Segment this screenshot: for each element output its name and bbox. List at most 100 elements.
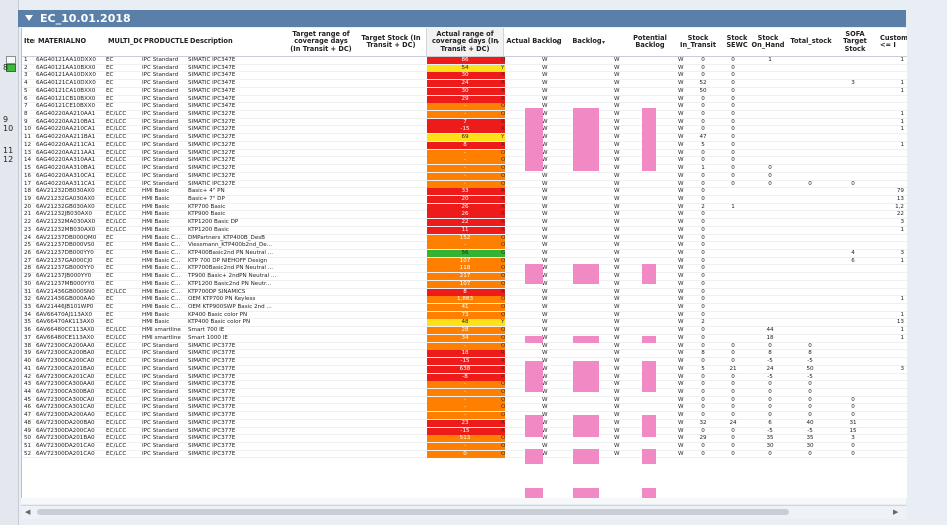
- column-header-multi[interactable]: MULTI_DC_SUPPLIER: [108, 37, 142, 46]
- table-row[interactable]: 4 6AG40121CA10DXX0 EC IPC Standard SIMATIC I…: [22, 80, 907, 88]
- grid-header: ItemMATERIALNO MULTI_DC_SUPPLIERPRODUCTLE…: [22, 28, 907, 57]
- cell-pot: W: [678, 188, 684, 195]
- cell-pl: HMI Basic C...: [142, 265, 181, 272]
- column-header-stock-in-transit[interactable]: Stock In_Transit: [680, 33, 716, 49]
- backlog-highlight: [525, 449, 543, 464]
- table-row[interactable]: 1 6AG40121AA10DXX0 EC IPC Standard SIMATIC I…: [22, 57, 907, 65]
- table-row[interactable]: 32 6AV21436GB000AA0 EC HMI Basic C... OEM KT…: [22, 296, 907, 305]
- table-row[interactable]: 3 6AG40121AA10DXX0 EC IPC Standard SIMATIC I…: [22, 72, 907, 81]
- table-row[interactable]: 36 6AV66480CC113AX0 EC/LCC HMI smartline Sma…: [22, 327, 907, 335]
- column-header-material[interactable]: MATERIALNO: [38, 37, 87, 46]
- table-row[interactable]: 2 6AG40121AA10BXX0 EC IPC Standard SIMATIC I…: [22, 64, 907, 73]
- table-row[interactable]: 35 6AV66470AK113AX0 EC HMI Basic KTP400 Basi…: [22, 319, 907, 328]
- row-marker[interactable]: [6, 56, 16, 64]
- column-header-description[interactable]: Description: [190, 37, 233, 46]
- sort-arrow-icon[interactable]: ▾: [556, 39, 560, 46]
- cell-n: 25: [24, 242, 32, 249]
- table-row[interactable]: 15 6AG40220AA310BA1 EC/LCC IPC Standard SIMA…: [22, 165, 907, 173]
- table-row[interactable]: 11 6AG40220AA211BA1 EC/LCC IPC Standard SIMA…: [22, 134, 907, 142]
- table-row[interactable]: 40 6AV72300CA200CA0 EC/LCC IPC Standard SIMA…: [22, 358, 907, 366]
- column-header-potential-backlog[interactable]: Potential Backlog: [633, 33, 667, 49]
- column-header-productlevel[interactable]: PRODUCTLEVEL4: [144, 37, 188, 46]
- table-row[interactable]: 49 6AV72300DA200CA0 EC/LCC IPC Standard SIMA…: [22, 427, 907, 436]
- table-row[interactable]: 28 6AV21237GB000YY0 EC HMI Basic C... KTP700…: [22, 265, 907, 274]
- column-header-target-range[interactable]: Target range of coverage days (In Transi…: [290, 29, 352, 53]
- table-row[interactable]: 23 6AV21232MB030AX0 EC/LCC HMI Basic KTP1200…: [22, 226, 907, 235]
- cell-pbl: W: [542, 242, 548, 249]
- totals-row: [21, 498, 906, 504]
- table-row[interactable]: 34 6AV66470AJ113AX0 EC HMI Basic KP400 Basic…: [22, 311, 907, 320]
- cell-desc: SIMATIC IPC377E: [188, 350, 236, 357]
- table-row[interactable]: 25 6AV21237DB000VS0 EC HMI Basic C... Viessm…: [22, 242, 907, 250]
- table-row[interactable]: 14 6AG40220AA310AA1 EC/LCC IPC Standard SIMA…: [22, 157, 907, 166]
- table-row[interactable]: 5 6AG40121CA10BXX0 EC IPC Standard SIMATIC I…: [22, 87, 907, 96]
- coverage-flag: O: [501, 412, 506, 419]
- table-row[interactable]: 47 6AV72300DA200AA0 EC/LCC IPC Standard SIMA…: [22, 412, 907, 420]
- table-row[interactable]: 21 6AV21232JB030AX0 EC/LCC HMI Basic KTP900 …: [22, 211, 907, 220]
- column-header-customer[interactable]: Custome <= I: [880, 33, 907, 49]
- table-row[interactable]: 24 6AV21237DB000QM0 EC HMI Basic C... DMPart…: [22, 234, 907, 243]
- cell-pot: W: [678, 404, 684, 411]
- scroll-right-arrow-icon[interactable]: ▶: [893, 508, 899, 516]
- table-row[interactable]: 45 6AV72300CA300CA0 EC/LCC IPC Standard SIMA…: [22, 396, 907, 405]
- coverage-status-cell: -O: [427, 443, 505, 450]
- coverage-days-value: 107: [459, 280, 471, 287]
- table-row[interactable]: 6 6AG40121CB10BXX0 EC IPC Standard SIMATIC I…: [22, 95, 907, 104]
- column-header-actual-range[interactable]: Actual range of coverage days (In Transi…: [426, 28, 504, 56]
- table-row[interactable]: 52 6AV72300DA201CA0 EC/LCC IPC Standard SIMA…: [22, 450, 907, 459]
- table-row[interactable]: 12 6AG40220AA211CA1 EC/LCC IPC Standard SIMA…: [22, 141, 907, 150]
- table-row[interactable]: 30 6AV21237MB000YY0 EC HMI Basic C... KTP120…: [22, 280, 907, 289]
- table-row[interactable]: 37 6AV66480CE113AX0 EC/LCC HMI smartline Sma…: [22, 334, 907, 343]
- column-header-stock-on-hand[interactable]: Stock On_Hand: [751, 33, 785, 49]
- table-row[interactable]: 9 6AG40220AA210BA1 EC/LCC IPC Standard SIMAT…: [22, 118, 907, 127]
- table-row[interactable]: 33 6AV21446JB101WP0 EC HMI Basic C... OEM KT…: [22, 304, 907, 312]
- table-row[interactable]: 10 6AG40220AA210CA1 EC/LCC IPC Standard SIMA…: [22, 126, 907, 135]
- table-row[interactable]: 13 6AG40220AA211AA1 EC/LCC IPC Standard SIMA…: [22, 149, 907, 158]
- table-row[interactable]: 7 6AG40121CE10BXX0 EC IPC Standard SIMATIC I…: [22, 103, 907, 112]
- cell-mat: 6AV72300CA201CA0: [36, 373, 95, 380]
- table-row[interactable]: 46 6AV72300CA301CA0 EC/LCC IPC Standard SIMA…: [22, 404, 907, 413]
- table-row[interactable]: 27 6AV21237GA000CJ0 EC HMI Basic C... KTP 70…: [22, 257, 907, 266]
- table-row[interactable]: 50 6AV72300DA201BA0 EC/LCC IPC Standard SIMA…: [22, 435, 907, 443]
- sheet-titlebar[interactable]: EC_10.01.2018: [18, 10, 906, 27]
- column-header-total-stock[interactable]: Total_stock: [790, 37, 832, 46]
- table-row[interactable]: 42 6AV72300CA201CA0 EC/LCC IPC Standard SIMA…: [22, 373, 907, 382]
- cell-pl: HMI Basic C...: [142, 296, 181, 303]
- table-row[interactable]: 51 6AV72300DA201CA0 EC/LCC IPC Standard SIMA…: [22, 443, 907, 451]
- cell-pl: IPC Standard: [142, 419, 179, 426]
- table-row[interactable]: 44 6AV72300CA300BA0 EC/LCC IPC Standard SIMA…: [22, 388, 907, 397]
- table-row[interactable]: 31 6AV21436GB000SN0 EC/LCC HMI Basic C... KT…: [22, 288, 907, 297]
- table-row[interactable]: 18 6AV21232DB030AX0 EC/LCC HMI Basic Basic+ …: [22, 188, 907, 196]
- column-header-sofa-target[interactable]: SOFA Target Stock: [843, 29, 867, 53]
- column-header-item[interactable]: Item: [24, 37, 35, 46]
- column-header-target-stock[interactable]: Target Stock (In Transit + DC): [361, 33, 421, 49]
- sort-arrow-icon[interactable]: ▾: [496, 39, 500, 46]
- table-row[interactable]: 26 6AV21237DB000YY0 EC HMI Basic C... KTP400…: [22, 250, 907, 258]
- table-row[interactable]: 39 6AV72300CA200BA0 EC/LCC IPC Standard SIMA…: [22, 350, 907, 359]
- table-row[interactable]: 38 6AV72300CA200AA0 EC/LCC IPC Standard SIMA…: [22, 342, 907, 351]
- table-row[interactable]: 19 6AV21232GA030AX0 EC/LCC HMI Basic Basic+ …: [22, 195, 907, 204]
- scrollbar-thumb[interactable]: [37, 509, 789, 515]
- data-grid[interactable]: ItemMATERIALNO MULTI_DC_SUPPLIERPRODUCTLE…: [21, 28, 907, 498]
- table-row[interactable]: 22 6AV21232MA030AX0 EC/LCC HMI Basic KTP1200…: [22, 219, 907, 227]
- collapse-triangle-icon[interactable]: [25, 15, 33, 21]
- table-row[interactable]: 17 6AG40220AA311CA1 EC/LCC IPC Standard SIMA…: [22, 180, 907, 189]
- table-row[interactable]: 43 6AV72300CA300AA0 EC/LCC IPC Standard SIMA…: [22, 381, 907, 389]
- table-row[interactable]: 48 6AV72300DA200BA0 EC/LCC IPC Standard SIMA…: [22, 419, 907, 428]
- cell-multi: EC/LCC: [106, 450, 127, 457]
- horizontal-scrollbar[interactable]: ◀ ▶: [21, 505, 906, 519]
- table-row[interactable]: 20 6AV21232GB030AX0 EC/LCC HMI Basic KTP700 …: [22, 203, 907, 212]
- column-header-actual-backlog[interactable]: Actual Backlog: [506, 37, 562, 46]
- cell-bl: W: [614, 350, 620, 357]
- sort-arrow-icon[interactable]: ▾: [602, 39, 606, 46]
- table-row[interactable]: 41 6AV72300CA201BA0 EC/LCC IPC Standard SIMA…: [22, 365, 907, 374]
- column-header-stock-sewc[interactable]: Stock SEWC: [726, 33, 748, 49]
- row-marker-active[interactable]: [6, 64, 16, 72]
- backlog-highlight: [573, 336, 599, 343]
- table-row[interactable]: 29 6AV21237JB000YY0 EC HMI Basic C... TP900 …: [22, 273, 907, 281]
- column-header-backlog[interactable]: Backlog: [572, 37, 602, 46]
- table-row[interactable]: 8 6AG40220AA210AA1 EC/LCC IPC Standard SIMAT…: [22, 111, 907, 119]
- cell-desc: KP400 Basic color PN: [188, 311, 248, 318]
- scroll-left-arrow-icon[interactable]: ◀: [25, 508, 31, 516]
- table-row[interactable]: 16 6AG40220AA310CA1 EC/LCC IPC Standard SIMA…: [22, 172, 907, 181]
